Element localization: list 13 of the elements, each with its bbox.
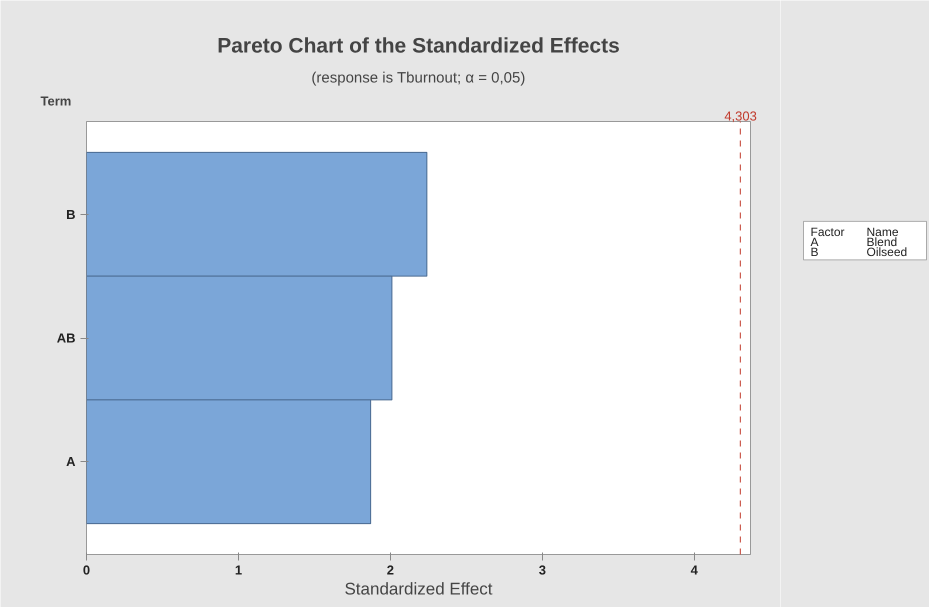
y-axis-title: Term <box>40 94 72 108</box>
y-tick-label: AB <box>56 330 76 346</box>
ref-line-label: 4,303 <box>724 108 757 124</box>
chart-subtitle: (response is Tburnout; α = 0,05) <box>311 70 526 86</box>
y-tick-label: B <box>66 206 76 222</box>
x-tick-label: 2 <box>386 562 394 578</box>
y-tick-label: A <box>66 454 76 470</box>
x-axis-title: Standardized Effect <box>344 580 493 598</box>
x-tick-label: 1 <box>234 562 242 578</box>
x-tick-label: 3 <box>538 562 546 578</box>
chart-title: Pareto Chart of the Standardized Effects <box>217 34 620 58</box>
x-tick-label: 0 <box>82 562 90 578</box>
x-tick-label: 4 <box>690 562 699 578</box>
